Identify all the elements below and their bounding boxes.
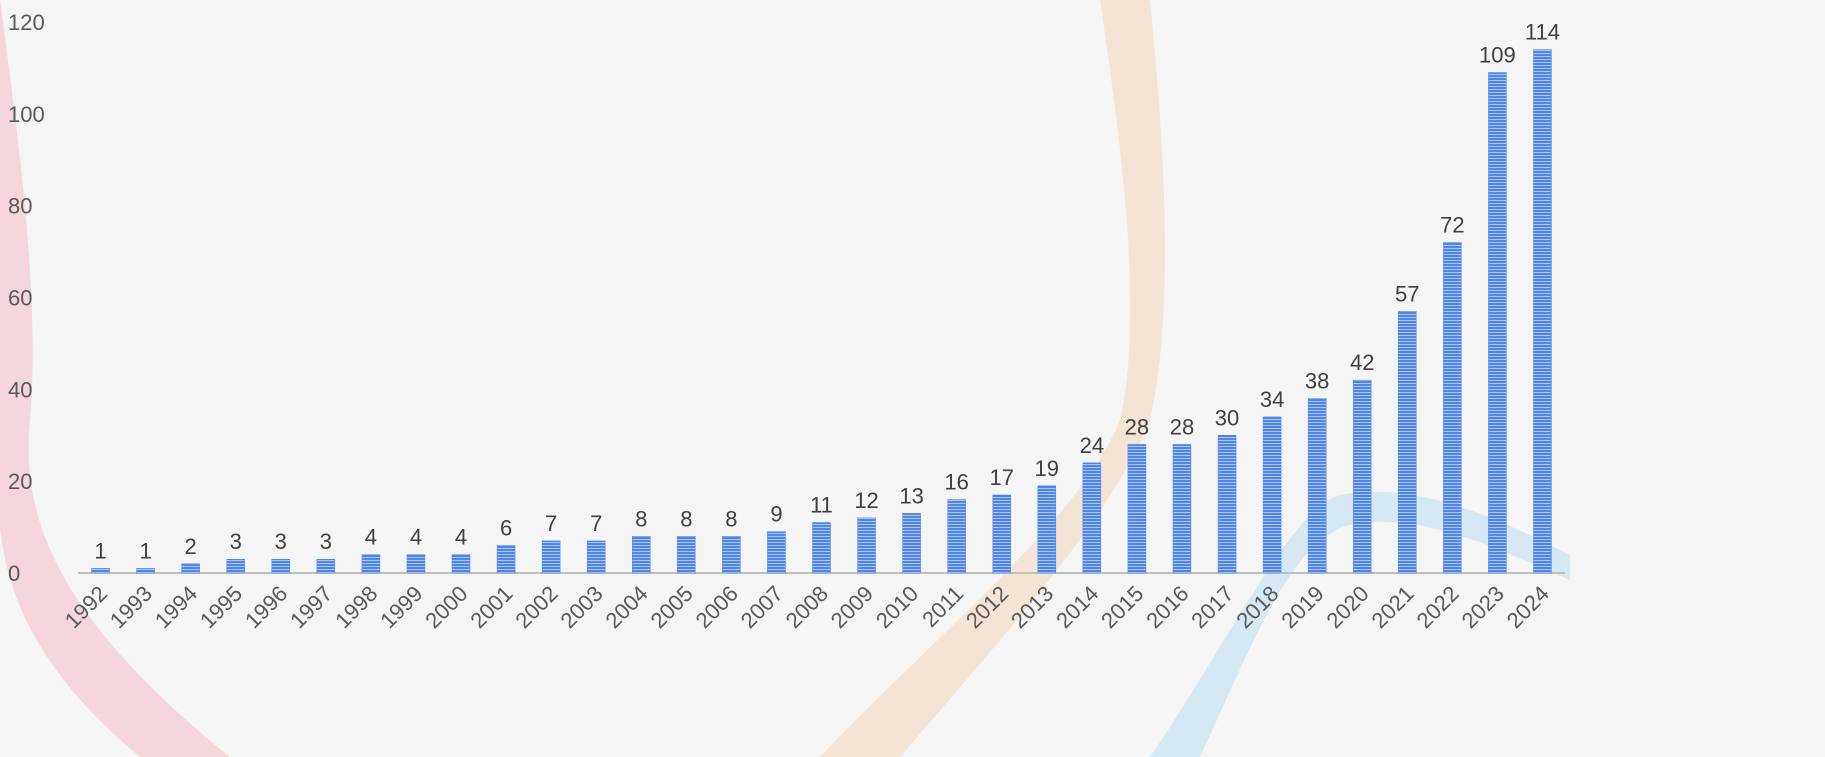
data-label: 6 [500, 515, 512, 540]
bar [857, 517, 876, 574]
y-tick-label: 0 [8, 561, 20, 586]
bar [136, 568, 155, 574]
data-label: 19 [1035, 456, 1059, 481]
bar [271, 558, 291, 574]
data-label: 28 [1125, 414, 1149, 439]
data-label: 30 [1215, 405, 1239, 430]
data-label: 8 [680, 506, 692, 531]
bar [1352, 379, 1372, 574]
bar [451, 554, 471, 574]
data-label: 3 [275, 529, 287, 554]
data-label: 16 [944, 470, 968, 495]
bar [722, 536, 741, 574]
data-label: 4 [410, 525, 422, 550]
data-label: 72 [1440, 212, 1464, 237]
data-label: 57 [1395, 281, 1419, 306]
data-label: 34 [1260, 387, 1284, 412]
data-label: 24 [1080, 433, 1104, 458]
data-label: 42 [1350, 350, 1374, 375]
bar [1037, 485, 1057, 574]
bar [812, 522, 831, 574]
bar [1443, 242, 1462, 574]
bar [632, 536, 651, 574]
data-label: 12 [854, 488, 878, 513]
data-label: 11 [810, 492, 833, 517]
bar [1172, 444, 1192, 574]
data-label: 17 [990, 465, 1014, 490]
bar [1217, 435, 1237, 574]
decor-ribbon [1150, 491, 1570, 757]
bar [902, 513, 921, 574]
data-label: 3 [230, 529, 242, 554]
bar [1398, 311, 1417, 574]
bar [361, 554, 381, 574]
data-label: 7 [545, 511, 557, 536]
data-label: 13 [899, 483, 923, 508]
data-label: 4 [455, 525, 467, 550]
data-label: 38 [1305, 369, 1329, 394]
bar [1262, 416, 1282, 574]
bar [1082, 462, 1102, 574]
bar [406, 554, 426, 574]
bar [541, 540, 561, 574]
data-label: 8 [635, 506, 647, 531]
data-label: 3 [320, 529, 332, 554]
bar [1488, 72, 1507, 574]
data-label: 8 [725, 506, 737, 531]
y-tick-label: 120 [8, 10, 45, 35]
bar [181, 563, 200, 574]
decor-ribbon [0, 0, 230, 757]
bar [767, 531, 786, 574]
y-tick-label: 20 [8, 469, 32, 494]
bar [1307, 398, 1327, 574]
y-tick-label: 100 [8, 102, 45, 127]
bar [677, 536, 696, 574]
data-label: 28 [1170, 414, 1194, 439]
bar [992, 494, 1011, 574]
bar [1533, 49, 1552, 574]
bar [496, 545, 516, 574]
data-label: 1 [94, 538, 106, 563]
y-tick-label: 60 [8, 286, 32, 311]
data-label: 2 [185, 534, 197, 559]
bar [226, 558, 245, 574]
bar [586, 540, 606, 574]
data-label: 114 [1525, 20, 1560, 45]
bar [91, 568, 110, 574]
data-label: 7 [590, 511, 602, 536]
data-label: 1 [139, 538, 151, 563]
bar [316, 558, 336, 574]
data-label: 9 [770, 502, 782, 527]
data-label: 4 [365, 525, 377, 550]
bar [1127, 444, 1147, 574]
y-tick-label: 40 [8, 377, 32, 402]
y-tick-label: 80 [8, 194, 32, 219]
decor-ribbon [820, 0, 1165, 757]
data-label: 109 [1479, 43, 1516, 68]
bar [947, 499, 966, 574]
